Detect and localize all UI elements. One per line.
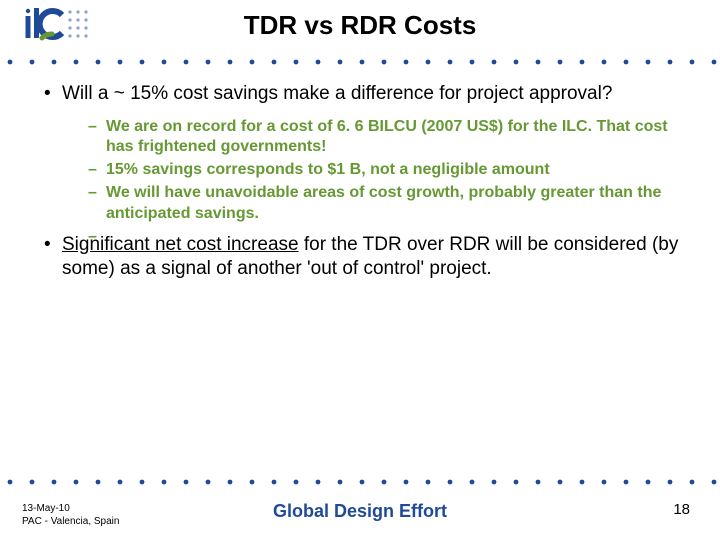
footer-page: 18 (673, 501, 690, 518)
ilc-logo (22, 6, 94, 50)
content-area: Will a ~ 15% cost savings make a differe… (40, 82, 680, 292)
footer-center: Global Design Effort (273, 501, 447, 522)
underline-text: Significant net cost increase (62, 234, 299, 255)
footer-location: PAC - Valencia, Spain (22, 516, 119, 529)
slide-title: TDR vs RDR Costs (244, 10, 477, 41)
sub-bullet: We will have unavoidable areas of cost g… (88, 183, 680, 225)
footer: 13-May-10 PAC - Valencia, Spain Global D… (0, 490, 720, 532)
sub-bullet: We are on record for a cost of 6. 6 BILC… (88, 117, 680, 159)
bullet-main: Will a ~ 15% cost savings make a differe… (40, 82, 680, 107)
dots-top (0, 58, 720, 66)
sub-bullet-group: We are on record for a cost of 6. 6 BILC… (40, 117, 680, 225)
footer-date: 13-May-10 (22, 503, 119, 516)
bullet-main: Significant net cost increase for the TD… (40, 233, 680, 282)
sub-bullet: 15% savings corresponds to $1 B, not a n… (88, 160, 680, 181)
footer-left: 13-May-10 PAC - Valencia, Spain (22, 503, 119, 528)
dots-bottom (0, 478, 720, 486)
slide: TDR vs RDR Costs Will a ~ 15% cost savin… (0, 0, 720, 540)
